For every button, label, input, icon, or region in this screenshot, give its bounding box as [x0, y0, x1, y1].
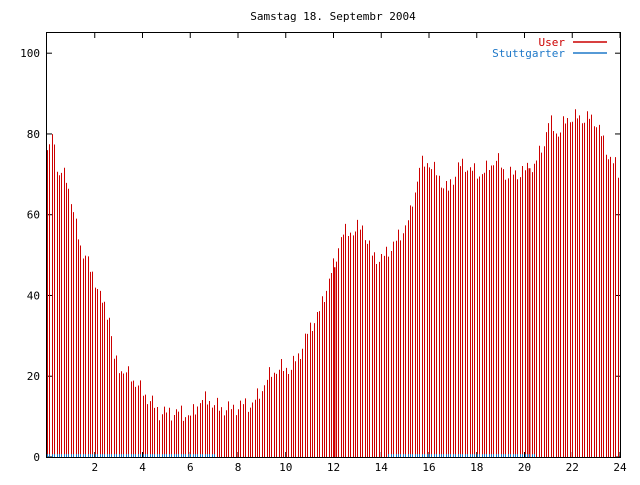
x-tick-label: 24	[613, 461, 627, 474]
x-tick-label: 8	[235, 461, 242, 474]
x-tick-label: 12	[327, 461, 340, 474]
legend-label-user: User	[539, 36, 566, 49]
series-user-bars	[47, 109, 621, 457]
legend-label-stuttgarter: Stuttgarter	[492, 47, 565, 60]
x-tick-label: 6	[187, 461, 194, 474]
x-tick-label: 20	[518, 461, 531, 474]
plot-frame	[46, 32, 621, 458]
y-tick-label: 0	[33, 451, 40, 464]
x-tick-label: 10	[279, 461, 292, 474]
chart-title: Samstag 18. Septembr 2004	[250, 10, 416, 23]
x-tick-label: 2	[91, 461, 98, 474]
y-tick-label: 80	[27, 128, 40, 141]
x-tick-label: 16	[422, 461, 435, 474]
y-tick-labels: 0 20 40 60 80 100	[20, 47, 40, 464]
x-tick-labels: 2 4 6 8 10 12 14 16 18 20 22 24	[91, 461, 627, 474]
x-tick-label: 18	[470, 461, 483, 474]
y-tick-label: 20	[27, 370, 40, 383]
x-tick-label: 14	[375, 461, 389, 474]
y-tick-label: 60	[27, 209, 40, 222]
y-tick-label: 40	[27, 289, 40, 302]
legend: User Stuttgarter	[492, 36, 607, 60]
series-stuttgarter-bars	[47, 454, 535, 457]
y-tick-label: 100	[20, 47, 40, 60]
x-tick-label: 22	[566, 461, 579, 474]
x-tick-label: 4	[139, 461, 146, 474]
